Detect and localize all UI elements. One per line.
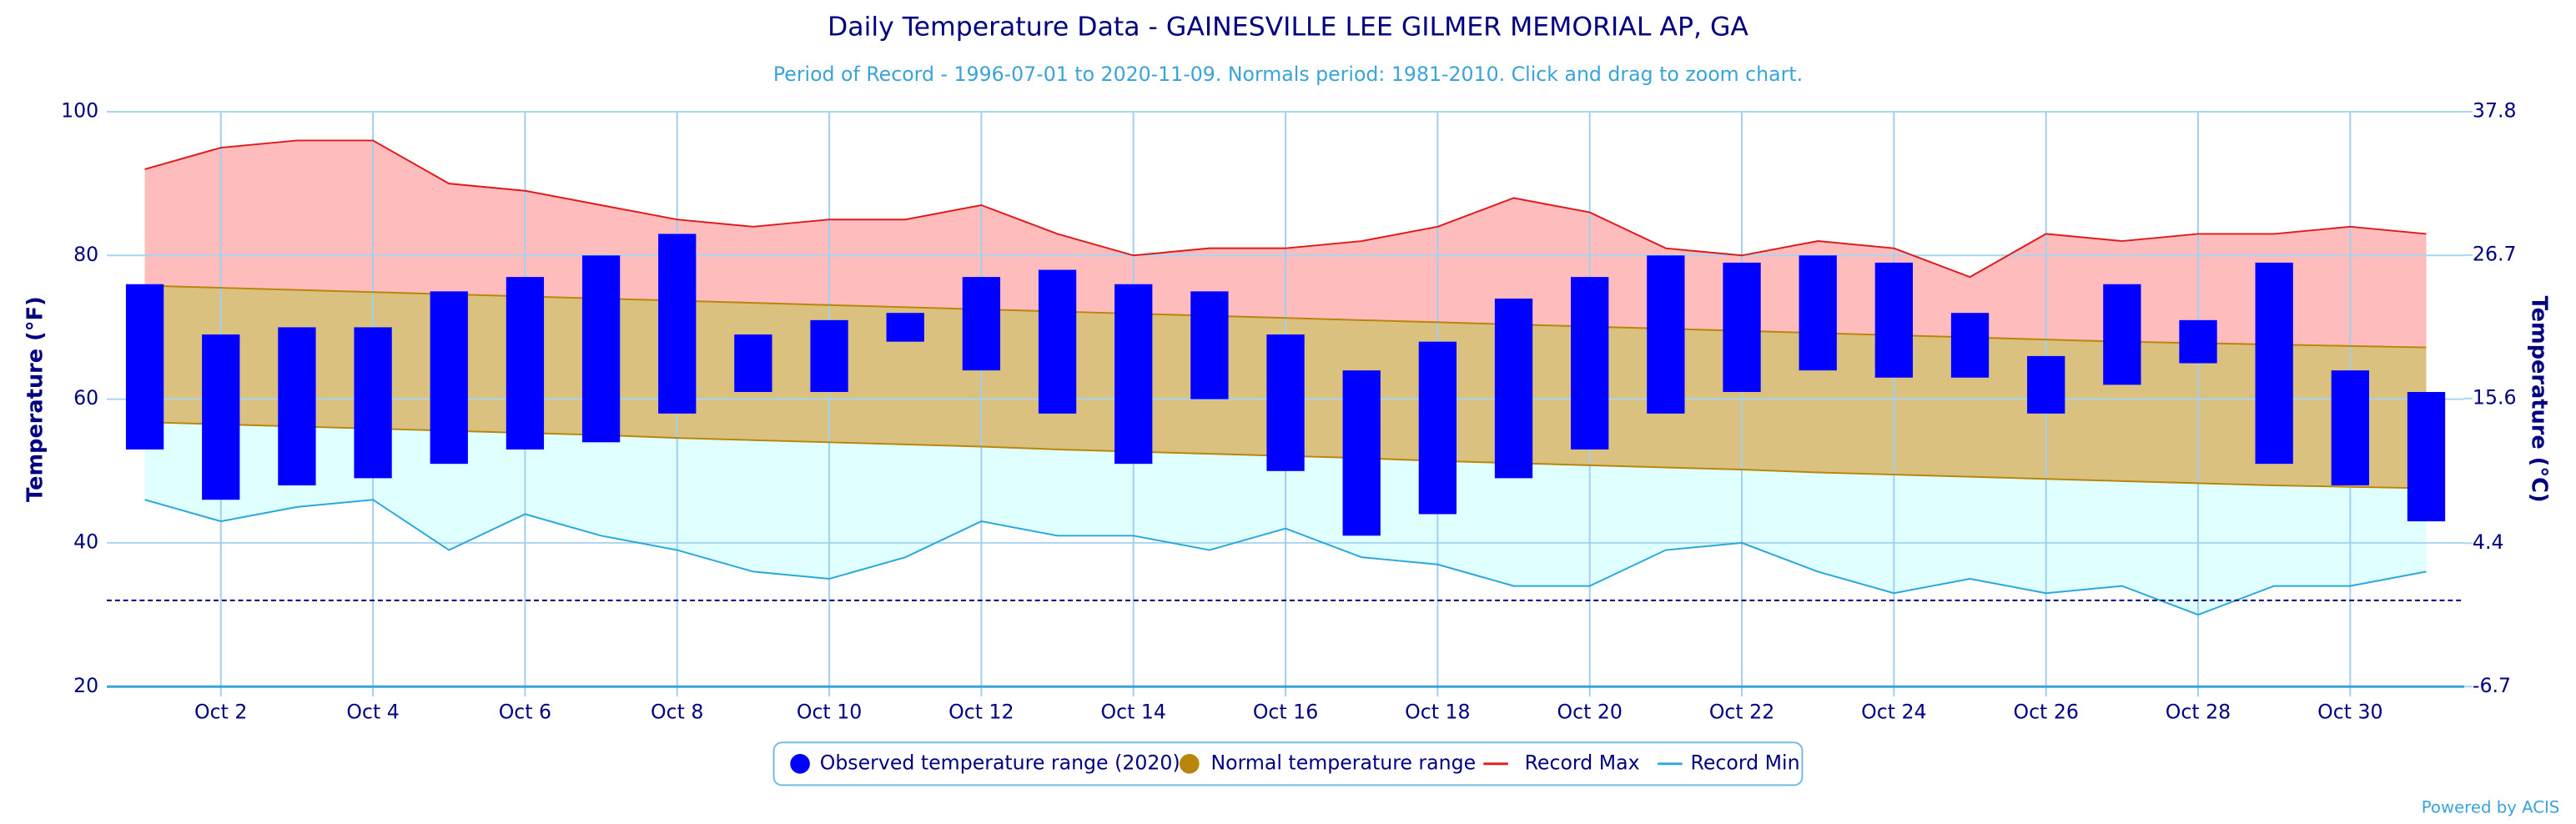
- observed-bar: [1342, 370, 1381, 536]
- legend-label: Record Min: [1691, 751, 1800, 774]
- observed-bar: [1190, 291, 1229, 399]
- observed-bar: [1723, 262, 1761, 392]
- y-tick-label: 40: [73, 530, 98, 553]
- x-tick-label: Oct 8: [651, 700, 703, 723]
- x-tick-label: Oct 26: [2013, 700, 2078, 723]
- legend-box: [772, 741, 1804, 786]
- x-tick-label: Oct 16: [1253, 700, 1318, 723]
- x-tick-label: Oct 10: [797, 700, 862, 723]
- plot-marks: [125, 139, 2446, 616]
- y2-tick-label: 4.4: [2473, 530, 2504, 554]
- observed-bar: [2331, 370, 2369, 486]
- credit-link[interactable]: Powered by ACIS: [2422, 797, 2560, 816]
- x-tick-label: Oct 20: [1557, 700, 1622, 723]
- x-tick-label: Oct 28: [2166, 700, 2231, 723]
- x-tick-label: Oct 22: [1709, 700, 1774, 723]
- observed-bar: [962, 277, 1001, 371]
- y-tick-label: 20: [73, 674, 98, 697]
- observed-bar: [506, 277, 545, 450]
- observed-bar: [2407, 391, 2446, 522]
- y2-tick-label: -6.7: [2473, 674, 2511, 697]
- observed-bar: [2103, 284, 2141, 385]
- x-tick-label: Oct 4: [346, 700, 399, 723]
- legend-label: Normal temperature range: [1210, 751, 1476, 774]
- record-min-line: [144, 499, 2427, 616]
- observed-bar: [886, 313, 924, 342]
- x-tick-label: Oct 12: [948, 700, 1014, 723]
- observed-bar: [2255, 262, 2293, 465]
- observed-bar: [1038, 269, 1077, 414]
- observed-bar: [2179, 319, 2217, 364]
- y-axis-label: Temperature (°F): [23, 296, 48, 502]
- y-tick-label: 80: [73, 243, 98, 266]
- observed-bar: [1114, 284, 1153, 465]
- observed-bar: [581, 255, 621, 443]
- observed-bar: [1494, 298, 1533, 479]
- legend-marker: [1180, 753, 1200, 774]
- chart-subtitle: Period of Record - 1996-07-01 to 2020-11…: [773, 63, 1803, 86]
- observed-bar: [1874, 262, 1914, 378]
- legend-marker: [790, 753, 810, 774]
- y2-tick-label: 26.7: [2473, 242, 2517, 265]
- x-tick-label: Oct 18: [1405, 700, 1470, 723]
- y-tick-label: 60: [73, 386, 98, 409]
- record-max-area: [144, 140, 2427, 348]
- x-tick-label: Oct 24: [1861, 700, 1926, 723]
- legend-label: Record Max: [1525, 751, 1640, 774]
- observed-bar: [2027, 355, 2065, 414]
- record-max-line: [144, 139, 2427, 279]
- observed-bar: [1799, 255, 1837, 371]
- observed-bar: [1647, 255, 1685, 414]
- observed-bar: [734, 334, 772, 392]
- chart-title: Daily Temperature Data - GAINESVILLE LEE…: [828, 13, 1748, 43]
- x-tick-label: Oct 30: [2317, 700, 2382, 723]
- observed-bar: [202, 334, 240, 500]
- observed-bar: [1571, 277, 1609, 450]
- y2-axis-label: Temperature (°C): [2527, 296, 2552, 503]
- observed-bar: [430, 291, 468, 465]
- x-tick-label: Oct 2: [194, 700, 247, 723]
- observed-bar: [125, 284, 164, 450]
- observed-bar: [278, 327, 316, 486]
- y-tick-label: 100: [61, 98, 98, 122]
- observed-bar: [1418, 341, 1457, 515]
- x-tick-label: Oct 6: [499, 700, 551, 723]
- observed-bar: [1950, 313, 1990, 378]
- legend-label: Observed temperature range (2020): [820, 751, 1180, 774]
- y2-tick-label: 15.6: [2473, 385, 2517, 409]
- observed-bar: [810, 319, 848, 392]
- y2-tick-label: 37.8: [2473, 98, 2517, 122]
- observed-bar: [658, 234, 697, 414]
- observed-bar: [354, 327, 392, 479]
- observed-bar: [1266, 334, 1305, 471]
- x-tick-label: Oct 14: [1101, 700, 1166, 723]
